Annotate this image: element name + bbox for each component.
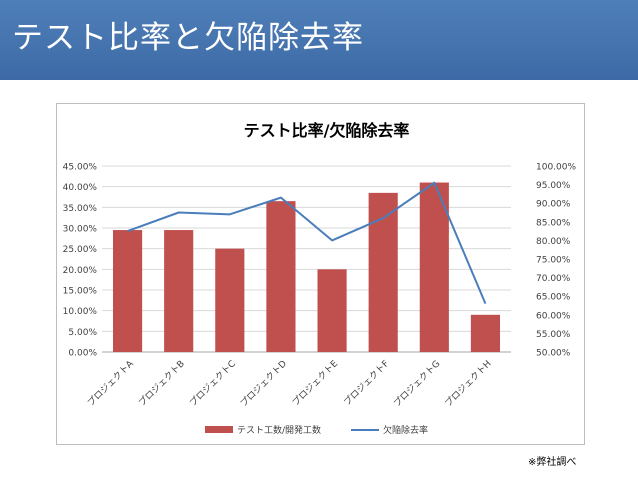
combo-chart: テスト比率/欠陥除去率 0.00% 5.00% 10.00% 15.00% 20.00% 2… xyxy=(63,121,577,436)
bar xyxy=(317,269,347,352)
category-label: プロジェクトE xyxy=(290,358,340,408)
category-label: プロジェクトC xyxy=(188,358,238,408)
slide-header: テスト比率と欠陥除去率 xyxy=(0,0,638,80)
right-tick-label: 100.00% xyxy=(536,163,576,173)
slide-title: テスト比率と欠陥除去率 xyxy=(12,20,364,56)
left-tick-label: 25.00% xyxy=(63,245,98,255)
chart-container: テスト比率/欠陥除去率 0.00% 5.00% 10.00% 15.00% 20.00% 2… xyxy=(56,103,585,445)
right-tick-label: 75.00% xyxy=(536,256,571,266)
right-tick-label: 70.00% xyxy=(536,274,571,284)
left-tick-label: 0.00% xyxy=(68,349,97,359)
left-tick-label: 45.00% xyxy=(63,163,98,173)
right-tick-label: 80.00% xyxy=(536,237,571,247)
legend-bar-label: テスト工数/開発工数 xyxy=(237,424,321,436)
bar xyxy=(112,230,143,352)
bar xyxy=(164,230,194,352)
right-tick-label: 90.00% xyxy=(536,200,571,210)
legend-bar-swatch xyxy=(205,426,233,433)
category-label: プロジェクトH xyxy=(443,358,494,409)
right-tick-label: 85.00% xyxy=(536,218,571,228)
left-tick-label: 5.00% xyxy=(68,328,97,338)
right-tick-label: 50.00% xyxy=(536,349,571,359)
bar xyxy=(470,314,501,352)
chart-title: テスト比率/欠陥除去率 xyxy=(244,121,410,140)
left-tick-label: 35.00% xyxy=(63,204,98,214)
line-series xyxy=(127,181,487,305)
left-tick-label: 20.00% xyxy=(63,266,98,276)
right-tick-label: 55.00% xyxy=(536,330,571,340)
right-tick-label: 95.00% xyxy=(536,181,571,191)
left-tick-label: 10.00% xyxy=(63,307,98,317)
left-tick-label: 40.00% xyxy=(63,183,98,193)
bar xyxy=(419,182,449,352)
bar xyxy=(215,248,245,352)
right-tick-label: 60.00% xyxy=(536,311,571,321)
category-label: プロジェクトB xyxy=(136,358,186,408)
left-tick-label: 15.00% xyxy=(63,287,98,297)
category-label: プロジェクトD xyxy=(238,358,289,409)
left-tick-label: 30.00% xyxy=(63,225,98,235)
bar xyxy=(266,201,296,352)
category-label: プロジェクトG xyxy=(392,358,443,409)
bar xyxy=(368,192,398,352)
category-label: プロジェクトF xyxy=(342,358,392,408)
legend-line-label: 欠陥除去率 xyxy=(383,424,428,436)
right-tick-label: 65.00% xyxy=(536,293,571,303)
footnote: ※弊社調べ xyxy=(528,457,577,468)
category-label: プロジェクトA xyxy=(85,358,136,409)
